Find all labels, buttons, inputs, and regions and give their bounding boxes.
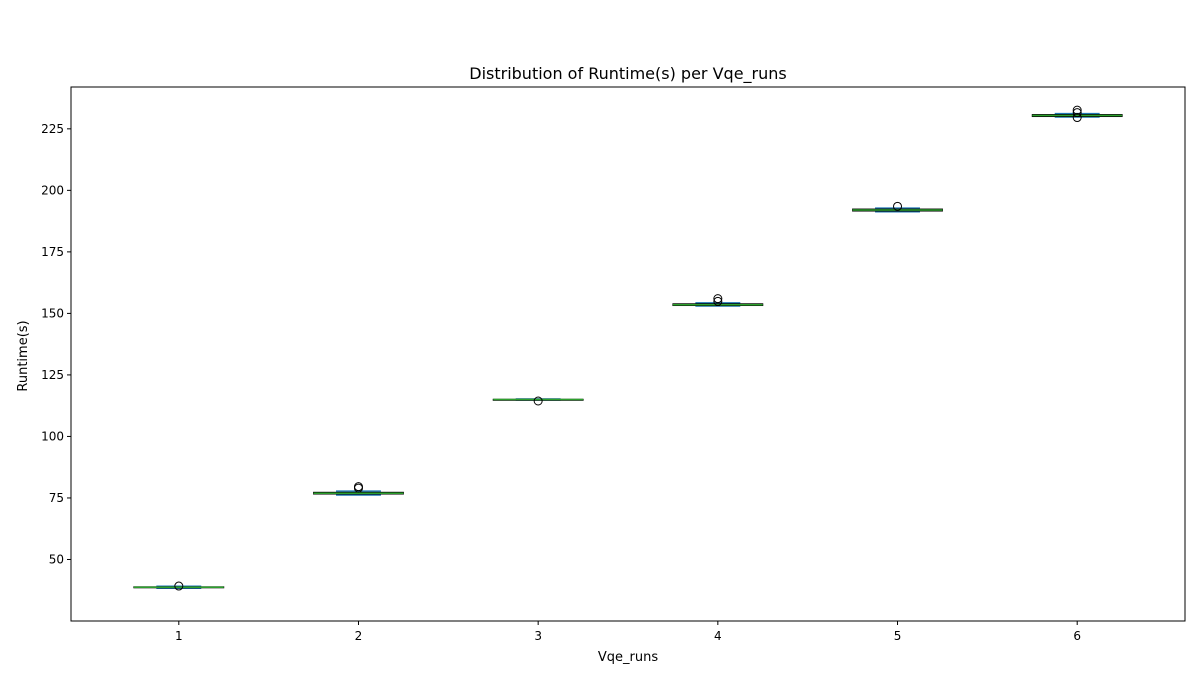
x-tick-label: 3 (534, 629, 542, 643)
outlier-point (713, 296, 723, 306)
x-axis: 1 2 3 4 5 6 (175, 621, 1081, 643)
plot-frame (70, 86, 1186, 622)
outlier-point (713, 294, 723, 304)
box-group-1 (133, 581, 225, 591)
chart-title: Distribution of Runtime(s) per Vqe_runs (469, 64, 786, 84)
outlier-point (1072, 113, 1082, 123)
x-tick-label: 5 (894, 629, 902, 643)
y-tick-label: 50 (49, 552, 64, 566)
box-group-6 (1031, 105, 1123, 123)
outlier-point (174, 581, 184, 591)
box-group-4 (672, 294, 764, 307)
x-tick-label: 2 (355, 629, 363, 643)
y-tick-label: 75 (49, 491, 64, 505)
y-tick-label: 125 (41, 368, 64, 382)
y-tick-label: 100 (41, 429, 64, 443)
y-axis: 50 75 100 125 150 175 200 225 (41, 122, 71, 566)
x-tick-label: 6 (1073, 629, 1081, 643)
box-group-3 (492, 396, 584, 406)
outlier-point (1072, 108, 1082, 118)
x-tick-label: 1 (175, 629, 183, 643)
x-tick-label: 4 (714, 629, 722, 643)
x-axis-label: Vqe_runs (598, 650, 658, 665)
outlier-point (1072, 105, 1082, 115)
outlier-point (353, 482, 363, 492)
y-tick-label: 200 (41, 183, 64, 197)
box-group-5 (852, 201, 943, 213)
plot-area (70, 86, 1186, 622)
y-tick-label: 150 (41, 306, 64, 320)
outlier-point (893, 201, 903, 211)
y-axis-label: Runtime(s) (16, 320, 31, 391)
y-tick-label: 175 (41, 245, 64, 259)
y-tick-label: 225 (41, 122, 64, 136)
box-group-2 (313, 482, 404, 496)
outlier-point (533, 396, 543, 406)
